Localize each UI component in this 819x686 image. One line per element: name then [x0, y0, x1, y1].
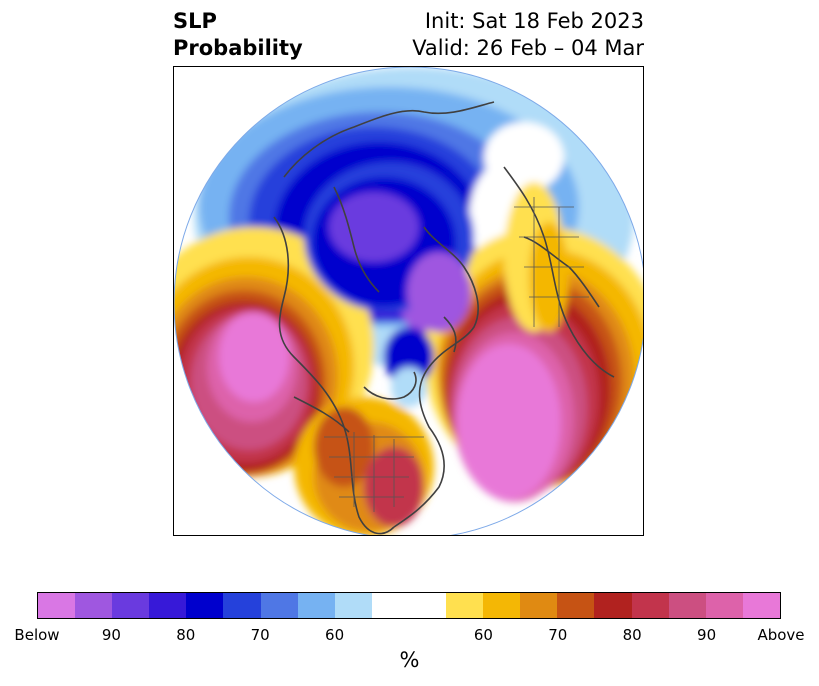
colorbar-segment — [334, 593, 372, 618]
colorbar-ticks: Below 90 80 70 60 60 70 80 90 Above — [14, 626, 804, 646]
colorbar-segment — [371, 593, 409, 618]
colorbar-tick-label: Above — [757, 626, 805, 644]
colorbar-tick-label: 90 — [101, 626, 121, 644]
colorbar-segment — [594, 593, 632, 618]
colorbar-tick-label: 70 — [250, 626, 270, 644]
field-subtitle: Probability — [173, 36, 303, 60]
colorbar-segment — [446, 593, 484, 618]
colorbar-segment — [297, 593, 335, 618]
colorbar-tick-label: 70 — [548, 626, 568, 644]
colorbar-label: % — [399, 648, 420, 672]
colorbar-segment — [631, 593, 669, 618]
colorbar-tick-label: 90 — [697, 626, 717, 644]
colorbar-segment — [557, 593, 595, 618]
colorbar-tick-label: 60 — [325, 626, 345, 644]
map-panel — [173, 66, 644, 536]
colorbar-segment — [112, 593, 150, 618]
colorbar-segment — [75, 593, 113, 618]
probability-map — [174, 67, 643, 535]
title-left: SLP Probability — [173, 8, 303, 62]
init-date: Init: Sat 18 Feb 2023 — [424, 9, 644, 33]
colorbar-segment — [520, 593, 558, 618]
title-right: Init: Sat 18 Feb 2023 Valid: 26 Feb – 04… — [412, 8, 644, 62]
colorbar-segment — [38, 593, 76, 618]
borders — [324, 197, 589, 512]
colorbar-segment — [742, 593, 780, 618]
colorbar-segment — [186, 593, 224, 618]
field-title: SLP — [173, 9, 217, 33]
colorbar-segment — [408, 593, 447, 618]
colorbar-segment — [705, 593, 743, 618]
colorbar-segment — [149, 593, 187, 618]
colorbar-segment — [223, 593, 261, 618]
colorbar-segment — [260, 593, 298, 618]
coastlines — [273, 101, 615, 535]
colorbar-tick-label: 80 — [622, 626, 642, 644]
globe-disk — [174, 67, 643, 535]
colorbar-segment — [668, 593, 706, 618]
colorbar-segment — [483, 593, 521, 618]
colorbar-tick-label: 60 — [473, 626, 493, 644]
colorbar — [37, 592, 781, 619]
colorbar-tick-label: Below — [14, 626, 60, 644]
valid-range: Valid: 26 Feb – 04 Mar — [412, 36, 644, 60]
colorbar-tick-label: 80 — [176, 626, 196, 644]
